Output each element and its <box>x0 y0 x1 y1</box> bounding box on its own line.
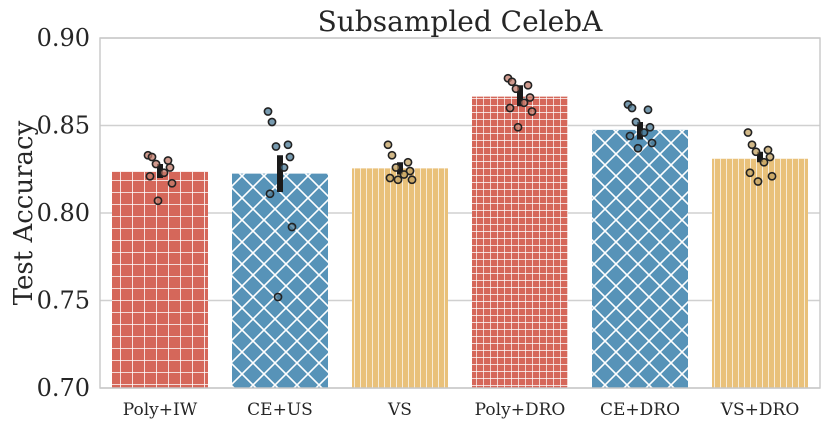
data-point <box>747 140 757 150</box>
data-point <box>273 292 283 302</box>
bar-ce-dro <box>592 129 688 388</box>
data-point <box>527 107 537 116</box>
data-point <box>407 175 417 185</box>
data-point <box>399 170 409 179</box>
data-point <box>625 131 635 141</box>
data-point <box>391 163 401 172</box>
data-point <box>633 143 643 153</box>
y-tick-label: 0.70 <box>37 374 90 402</box>
data-point <box>153 196 163 206</box>
bar-poly-dro <box>472 96 568 388</box>
data-point <box>287 222 297 232</box>
data-point <box>627 103 637 113</box>
data-point <box>525 93 535 102</box>
bar-hatch <box>352 168 448 388</box>
data-point <box>279 163 289 172</box>
bar-vs-dro <box>712 158 808 388</box>
data-point <box>511 84 521 94</box>
data-point <box>285 152 295 162</box>
bar-hatch <box>592 129 688 388</box>
plot-frame <box>99 37 821 389</box>
x-tick-label: Poly+DRO <box>475 400 566 420</box>
data-point <box>513 122 523 132</box>
y-axis-label: Test Accuracy <box>9 120 39 305</box>
chart-title: Subsampled CelebA <box>318 5 603 38</box>
data-point <box>151 159 161 169</box>
bar-hatch <box>232 173 328 388</box>
y-tick-label: 0.90 <box>37 24 90 52</box>
data-point <box>265 189 275 199</box>
x-tick-label: VS <box>387 400 412 420</box>
data-point <box>743 128 753 137</box>
x-tick-label: VS+DRO <box>720 400 800 420</box>
x-tick-label: CE+DRO <box>600 400 680 420</box>
data-point <box>507 77 517 87</box>
data-points <box>143 73 777 302</box>
bar-hatch <box>112 171 208 388</box>
data-point <box>631 117 641 127</box>
data-point <box>271 142 281 151</box>
data-point <box>763 145 773 155</box>
y-tick-label: 0.80 <box>37 199 90 227</box>
data-point <box>383 140 393 150</box>
y-tick-label: 0.75 <box>37 287 90 315</box>
data-point <box>165 163 175 172</box>
data-point <box>639 128 649 137</box>
bars <box>112 96 808 388</box>
data-point <box>745 168 755 178</box>
x-tick-label: Poly+IW <box>123 400 198 420</box>
data-point <box>519 98 529 108</box>
data-point <box>159 168 169 178</box>
bar-hatch <box>712 158 808 388</box>
data-point <box>759 157 769 167</box>
data-point <box>385 173 395 183</box>
bar-hatch <box>472 96 568 388</box>
y-tick-label: 0.85 <box>37 112 90 140</box>
data-point <box>505 103 515 113</box>
data-point <box>145 171 155 181</box>
data-point <box>283 140 293 150</box>
data-point <box>147 152 157 162</box>
bar-vs <box>352 168 448 388</box>
data-point <box>523 80 533 90</box>
data-point <box>765 152 775 162</box>
data-point <box>167 178 177 188</box>
data-point <box>645 122 655 132</box>
data-point <box>267 117 277 127</box>
data-point <box>403 157 413 167</box>
data-point <box>387 150 397 160</box>
data-point <box>393 175 403 185</box>
data-point <box>751 147 761 157</box>
y-tick-labels: 0.70 0.75 0.80 0.85 0.90 <box>37 24 90 402</box>
bar-poly-iw <box>112 171 208 388</box>
data-point <box>163 156 173 165</box>
x-tick-labels: Poly+IW CE+US VS Poly+DRO CE+DRO VS+DRO <box>123 400 800 420</box>
bar-ce-us <box>232 173 328 388</box>
data-point <box>263 107 273 116</box>
x-tick-label: CE+US <box>247 400 313 420</box>
data-point <box>643 105 653 115</box>
data-point <box>647 138 657 148</box>
data-point <box>753 177 763 186</box>
data-point <box>767 171 777 181</box>
